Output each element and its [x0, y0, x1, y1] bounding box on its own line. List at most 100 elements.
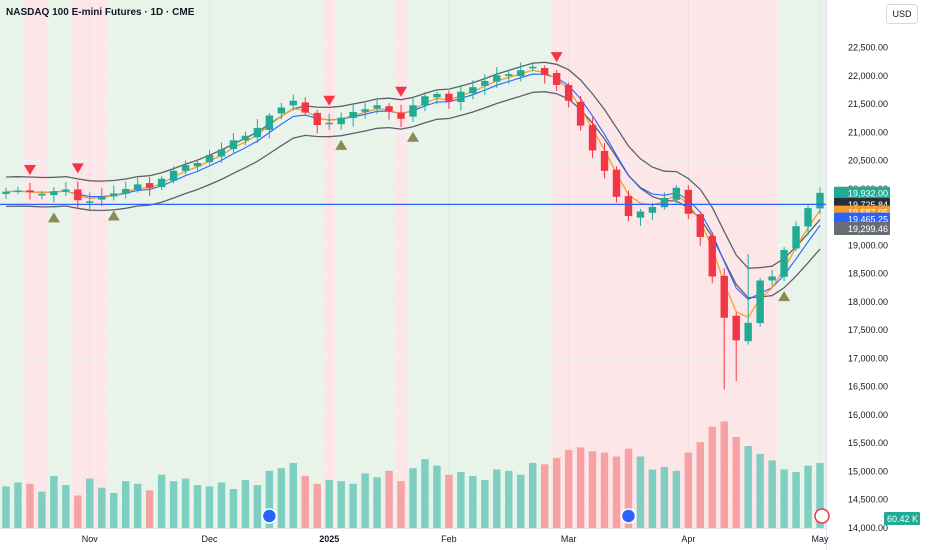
volume-bar: [577, 447, 584, 528]
volume-bar: [493, 470, 500, 529]
volume-bar: [98, 488, 105, 528]
volume-bar: [385, 471, 392, 528]
volume-bar: [86, 479, 93, 528]
trend-zone: [335, 0, 395, 528]
candle-body: [421, 96, 428, 105]
volume-bar: [26, 484, 33, 528]
candle-body: [26, 190, 33, 192]
x-tick-label: 2025: [319, 534, 339, 544]
price-label-text: 19,932.00: [848, 189, 888, 199]
volume-bar: [397, 481, 404, 528]
volume-bar: [361, 473, 368, 528]
candle-body: [314, 113, 321, 125]
candle-body: [469, 87, 476, 93]
volume-bar: [2, 486, 9, 528]
candle-body: [709, 236, 716, 276]
candle-body: [361, 109, 368, 112]
volume-bar: [373, 477, 380, 528]
candle-body: [158, 179, 165, 187]
volume-bar: [445, 475, 452, 528]
x-tick-label: Mar: [561, 534, 577, 544]
currency-button[interactable]: USD: [886, 4, 918, 24]
candle-body: [110, 193, 117, 196]
candle-body: [98, 197, 105, 200]
volume-bar: [553, 458, 560, 528]
candle-body: [816, 193, 823, 209]
volume-bar: [481, 480, 488, 528]
volume-bar: [421, 459, 428, 528]
candle-body: [266, 115, 273, 129]
volume-bar: [134, 484, 141, 528]
candle-body: [433, 94, 440, 97]
volume-bar: [242, 480, 249, 528]
volume-bar: [254, 485, 261, 528]
candle-body: [218, 149, 225, 156]
volume-bar: [601, 453, 608, 528]
y-tick-label: 16,500.00: [848, 382, 888, 392]
candle-body: [62, 189, 69, 191]
volume-bar: [62, 485, 69, 528]
volume-bar: [744, 446, 751, 528]
candle-body: [685, 190, 692, 214]
candle-body: [2, 192, 9, 194]
volume-bar: [337, 481, 344, 528]
candle-body: [254, 128, 261, 137]
candle-body: [792, 226, 799, 248]
candle-body: [661, 198, 668, 207]
candle-body: [290, 101, 297, 106]
candle-body: [780, 250, 787, 277]
y-tick-label: 14,000.00: [848, 523, 888, 533]
x-tick-label: Dec: [201, 534, 218, 544]
volume-bar: [529, 463, 536, 528]
x-tick-label: Nov: [82, 534, 99, 544]
x-tick-label: Feb: [441, 534, 457, 544]
volume-bar: [721, 421, 728, 528]
candle-body: [529, 67, 536, 69]
candle-body: [194, 163, 201, 166]
candle-body: [409, 105, 416, 116]
event-icon: [262, 509, 276, 523]
volume-bar: [349, 484, 356, 528]
candle-body: [302, 102, 309, 112]
candle-body: [756, 280, 763, 323]
volume-bar: [613, 457, 620, 529]
volume-bar: [194, 485, 201, 528]
candle-body: [242, 136, 249, 141]
candle-body: [14, 191, 21, 193]
volume-bar: [661, 467, 668, 528]
candle-body: [732, 316, 739, 341]
y-tick-label: 18,000.00: [848, 297, 888, 307]
y-tick-label: 17,000.00: [848, 353, 888, 363]
candle-body: [86, 201, 93, 203]
candle-body: [768, 277, 775, 281]
volume-bar: [697, 442, 704, 528]
candle-body: [613, 170, 620, 197]
chart-title: NASDAQ 100 E-mini Futures · 1D · CME: [6, 7, 194, 18]
candle-body: [625, 196, 632, 216]
trend-zone: [395, 0, 407, 528]
earnings-icon: [815, 509, 829, 523]
candle-body: [517, 70, 524, 76]
candle-body: [134, 184, 141, 189]
volume-bar: [146, 490, 153, 528]
candle-body: [577, 102, 584, 126]
candle-body: [505, 74, 512, 76]
candle-body: [445, 94, 452, 102]
y-tick-label: 14,500.00: [848, 495, 888, 505]
event-icon: [621, 509, 635, 523]
trend-zone: [0, 0, 24, 528]
y-tick-label: 17,500.00: [848, 325, 888, 335]
candle-body: [804, 208, 811, 226]
candle-body: [649, 207, 656, 213]
candle-body: [553, 73, 560, 85]
volume-bar: [206, 486, 213, 528]
volume-label-text: 60.42 K: [887, 514, 918, 524]
candle-body: [373, 105, 380, 108]
trend-zone: [108, 0, 323, 528]
candle-body: [38, 194, 45, 196]
volume-bar: [409, 468, 416, 528]
candle-body: [673, 188, 680, 200]
y-tick-label: 21,000.00: [848, 127, 888, 137]
volume-bar: [170, 481, 177, 528]
